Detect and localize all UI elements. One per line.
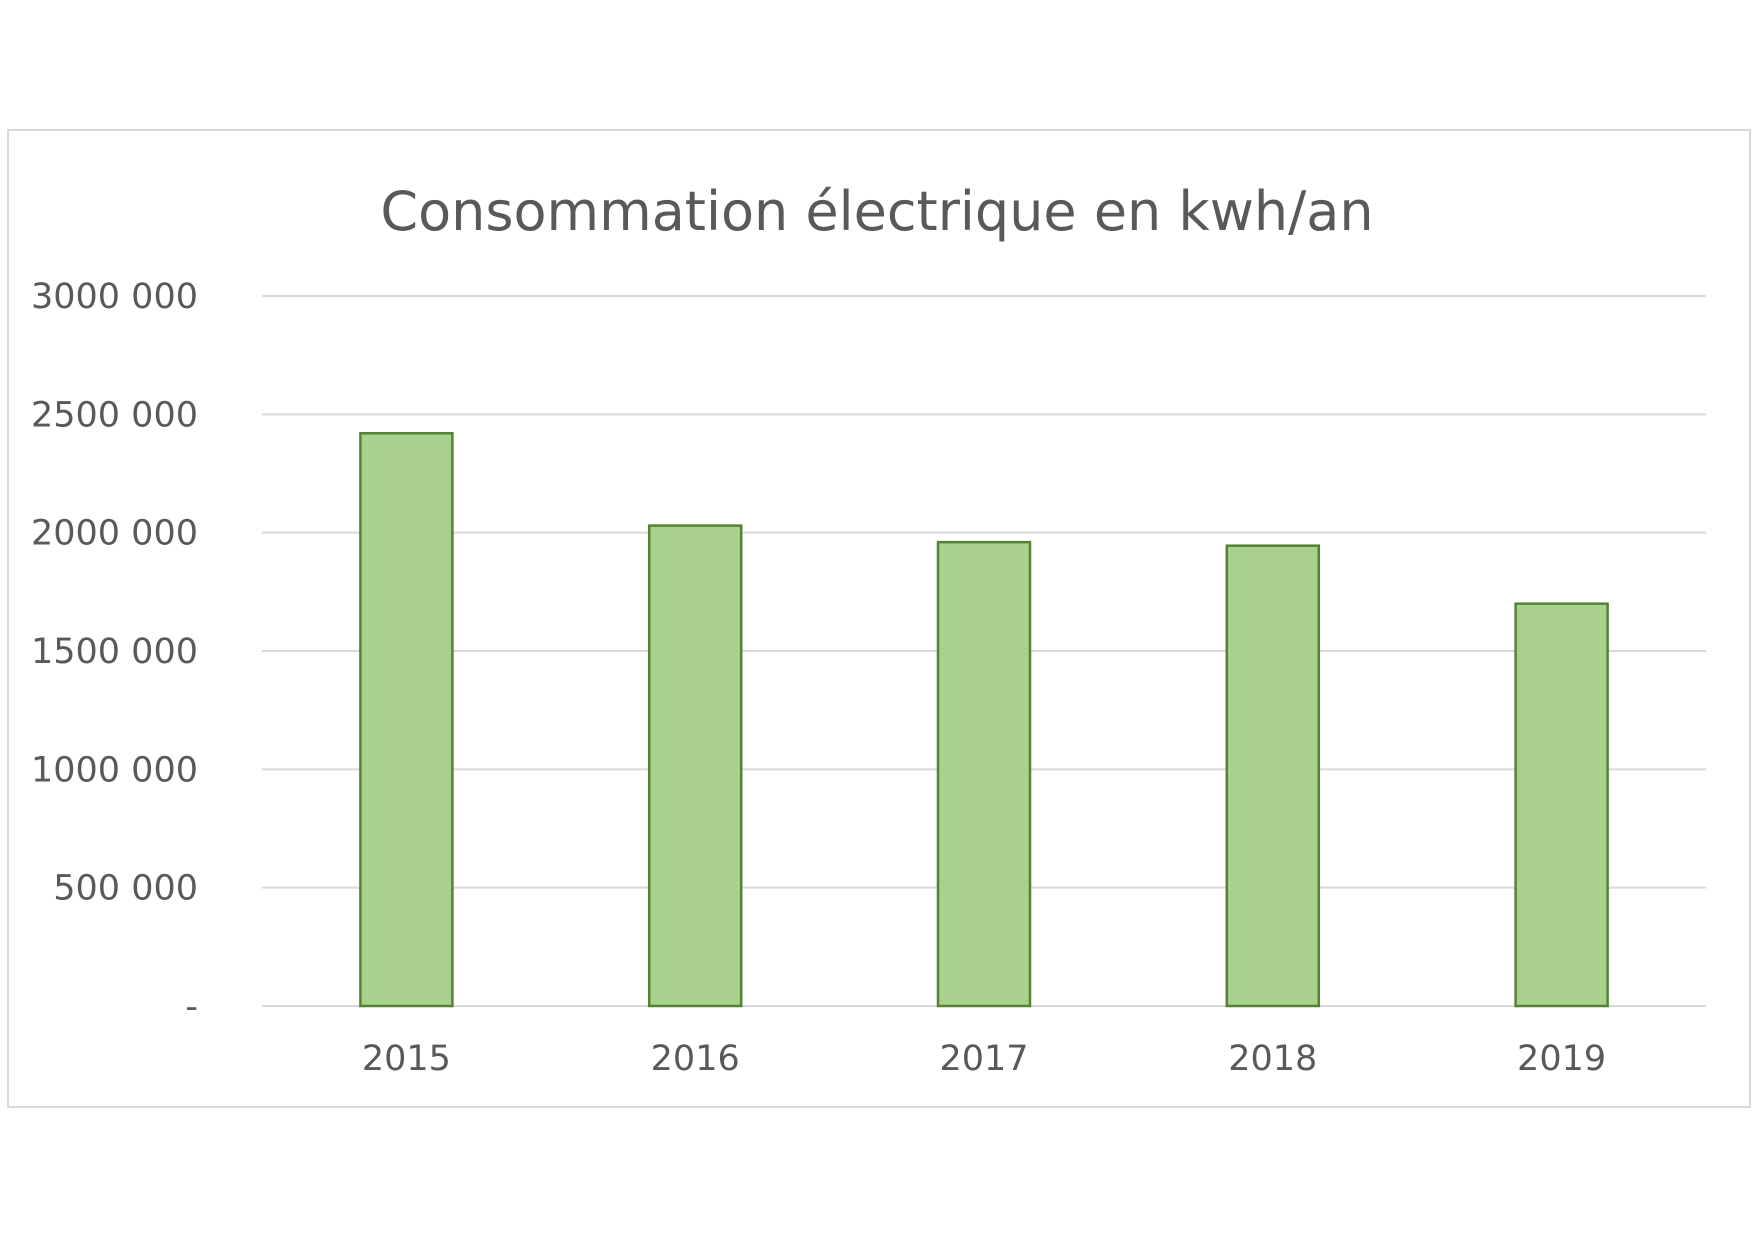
y-tick-label: 2500 000 <box>31 395 198 435</box>
y-tick-label: - <box>185 987 198 1027</box>
bar-2016 <box>647 524 743 1008</box>
y-axis-ticks: - 500 000 1000 000 1500 000 2000 000 2500 000… <box>31 277 198 1027</box>
bar-2018 <box>1225 544 1321 1008</box>
chart-title: Consommation électrique en kwh/an <box>380 180 1374 243</box>
bar-series <box>359 432 1609 1008</box>
y-tick-label: 1500 000 <box>31 632 198 672</box>
y-tick-label: 500 000 <box>53 869 198 909</box>
x-axis-ticks: 2015 2016 2017 2018 2019 <box>362 1039 1606 1079</box>
x-tick-label: 2019 <box>1517 1039 1606 1079</box>
bar-2015 <box>359 432 454 1008</box>
x-tick-label: 2016 <box>651 1039 740 1079</box>
y-tick-label: 1000 000 <box>31 750 198 790</box>
x-tick-label: 2017 <box>939 1039 1028 1079</box>
x-tick-label: 2015 <box>362 1039 451 1079</box>
y-tick-label: 3000 000 <box>31 277 198 317</box>
x-tick-label: 2018 <box>1228 1039 1317 1079</box>
bar-2017 <box>936 540 1032 1008</box>
bar-2019 <box>1514 602 1609 1008</box>
y-tick-label: 2000 000 <box>31 514 198 554</box>
chart-frame <box>7 129 1751 1108</box>
